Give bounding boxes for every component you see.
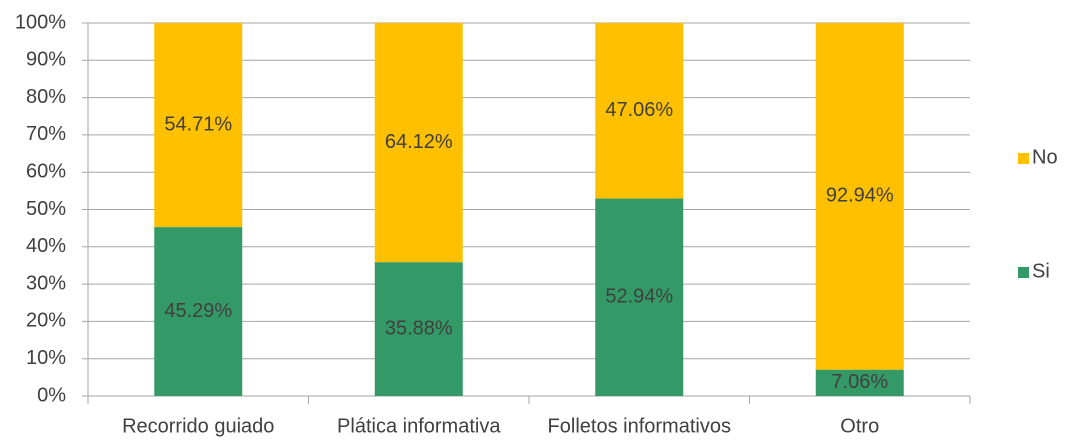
y-tick-label: 80% — [26, 86, 66, 108]
y-tick-label: 10% — [26, 347, 66, 369]
value-label: 45.29% — [164, 300, 232, 322]
y-tick-label: 100% — [15, 11, 66, 33]
bar-segment — [595, 198, 684, 396]
value-label: 64.12% — [385, 131, 453, 153]
bar-segment — [154, 227, 243, 396]
y-tick-label: 40% — [26, 235, 66, 257]
y-tick-label: 0% — [37, 384, 66, 406]
y-tick-label: 20% — [26, 310, 66, 332]
y-tick-label: 90% — [26, 49, 66, 71]
y-tick-label: 60% — [26, 160, 66, 182]
bar-segment — [815, 23, 904, 370]
bar-segment — [595, 23, 684, 199]
value-label: 47.06% — [605, 99, 673, 121]
bar-segment — [154, 23, 243, 228]
y-tick-label: 70% — [26, 123, 66, 145]
value-label: 92.94% — [826, 185, 894, 207]
legend-swatch — [1018, 153, 1029, 164]
x-tick-label: Plática informativa — [337, 415, 501, 437]
x-tick-label: Folletos informativos — [548, 415, 731, 437]
bar-segment — [374, 262, 463, 396]
legend-label: Si — [1032, 260, 1050, 282]
value-label: 7.06% — [831, 371, 888, 393]
legend-label: No — [1032, 146, 1058, 168]
legend-swatch — [1018, 267, 1029, 278]
value-label: 35.88% — [385, 317, 453, 339]
value-label: 54.71% — [164, 113, 232, 135]
y-tick-label: 30% — [26, 272, 66, 294]
x-tick-label: Otro — [840, 415, 879, 437]
x-tick-label: Recorrido guiado — [122, 415, 274, 437]
bar-segment — [374, 23, 463, 263]
value-label: 52.94% — [605, 286, 673, 308]
bar-segment — [815, 369, 904, 396]
y-tick-label: 50% — [26, 198, 66, 220]
